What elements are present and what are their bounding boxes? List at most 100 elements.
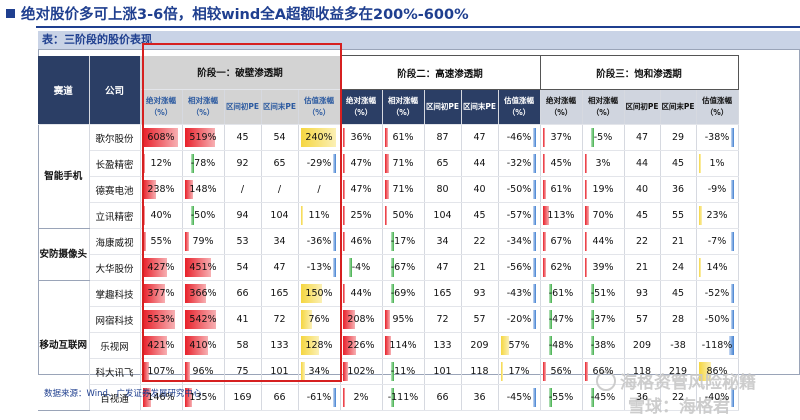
p3-value-cell: 67% (540, 228, 583, 255)
p1-value-cell: 169 (224, 384, 262, 411)
p2-value-cell: 45 (461, 202, 499, 229)
value-bar (142, 258, 168, 277)
p2-value-cell: -20% (498, 306, 541, 333)
p2-value-cell: 46% (340, 228, 383, 255)
value-text: 226% (347, 340, 375, 351)
value-text: -4% (351, 262, 371, 273)
value-text: 53 (236, 236, 249, 247)
table-row: 智能手机 歌尔股份 608% 519% 45 54 240% 36% 61% 87 47 -46% 37… (38, 124, 739, 229)
value-bar (730, 232, 734, 251)
value-text: 34 (273, 236, 286, 247)
value-text: -50% (506, 184, 532, 195)
value-text: 133 (270, 340, 289, 351)
value-text: -37% (590, 314, 616, 325)
value-bar (698, 362, 712, 381)
value-bar (342, 154, 346, 173)
p3-value-cell: -5% (582, 124, 625, 151)
subheader-p2-c2: 相对涨幅（%） (382, 89, 425, 125)
value-text: -61% (306, 392, 332, 403)
value-text: 55 (671, 210, 685, 221)
p2-value-cell: -11% (382, 358, 425, 385)
value-bar (332, 154, 336, 173)
p3-value-cell: 36 (624, 384, 661, 411)
value-text: -67% (390, 262, 416, 273)
value-text: -38 (670, 340, 686, 351)
p3-value-cell: -48% (540, 332, 583, 359)
value-text: 47 (273, 262, 286, 273)
p3-value-cell: 29 (660, 124, 697, 151)
p1-value-cell: 146% (140, 384, 183, 411)
value-text: -48% (548, 340, 574, 351)
value-text: 22 (671, 392, 685, 403)
p1-value-cell: 135% (182, 384, 225, 411)
value-text: 61% (550, 184, 572, 195)
value-text: 23% (706, 210, 728, 221)
value-text: 133 (433, 340, 452, 351)
value-bar (300, 362, 306, 381)
value-bar (184, 336, 209, 355)
industry-cell: 安防摄像头 (38, 228, 90, 281)
value-text: 45 (635, 210, 649, 221)
value-text: 118 (632, 366, 652, 377)
header-industry: 赛道 (38, 55, 90, 125)
p3-value-cell: 23% (696, 202, 739, 229)
subheader-p1-c4: 区间末PE (261, 89, 299, 125)
value-text: -29% (306, 158, 332, 169)
p3-value-cell: 21 (624, 254, 661, 281)
p2-value-cell: -57% (498, 202, 541, 229)
value-text: -50% (190, 210, 216, 221)
p2-value-cell: 57 (461, 306, 499, 333)
p3-value-cell: 45 (624, 202, 661, 229)
value-bar (584, 232, 588, 251)
value-bar (730, 284, 734, 303)
value-bar (184, 128, 215, 147)
p2-value-cell: 57% (498, 332, 541, 359)
p1-value-cell: -36% (298, 228, 341, 255)
value-text: 44 (473, 158, 486, 169)
p2-value-cell: 34 (424, 228, 462, 255)
p1-value-cell: 240% (298, 124, 341, 151)
value-bar (584, 206, 589, 225)
value-text: 47% (350, 184, 372, 195)
page-title: 绝对股价多可上涨3-6倍，相较wind全A超额收益多在200%-600% (21, 6, 469, 23)
p3-value-cell: -55% (540, 384, 583, 411)
p3-value-cell: 39% (582, 254, 625, 281)
subheader-p2-c1: 绝对涨幅（%） (340, 89, 383, 125)
p2-value-cell: 208% (340, 306, 383, 333)
value-text: 96% (192, 366, 214, 377)
value-bar (184, 284, 206, 303)
value-bar (590, 128, 594, 147)
value-text: -7% (707, 236, 727, 247)
watermark-text1: 海格资管风险秘籍 (620, 373, 756, 393)
p1-value-cell: / (224, 176, 262, 203)
value-bar (542, 362, 546, 381)
value-text: 519% (189, 132, 217, 143)
p1-value-cell: 94 (224, 202, 262, 229)
value-text: 209 (632, 340, 652, 351)
value-bar (542, 206, 550, 225)
p2-value-cell: 22 (461, 228, 499, 255)
value-bar (730, 310, 734, 329)
subheader-p3-c1: 绝对涨幅（%） (540, 89, 583, 125)
header-phase3: 阶段三：饱和渗透期 (539, 55, 739, 90)
company-cell: 海康威视 (89, 228, 141, 255)
p3-value-cell: -40% (696, 384, 739, 411)
p2-value-cell: -4% (340, 254, 383, 281)
p1-value-cell: 47 (261, 254, 299, 281)
value-text: 57 (473, 314, 486, 325)
value-text: 410% (189, 340, 217, 351)
p1-value-cell: 58 (224, 332, 262, 359)
p1-value-cell: 66 (261, 384, 299, 411)
value-text: 377% (147, 288, 175, 299)
phase1-highlight-box (142, 43, 342, 382)
p3-value-cell: 1% (696, 150, 739, 177)
value-bar (384, 206, 388, 225)
p3-value-cell: 118 (624, 358, 661, 385)
value-text: -13% (306, 262, 332, 273)
subheader-p3-c3: 区间初PE (624, 89, 661, 125)
value-text: 71% (392, 158, 414, 169)
value-text: 34% (308, 366, 330, 377)
value-bar (532, 154, 536, 173)
title-bullet-icon (6, 8, 15, 18)
p3-value-cell: 209 (624, 332, 661, 359)
